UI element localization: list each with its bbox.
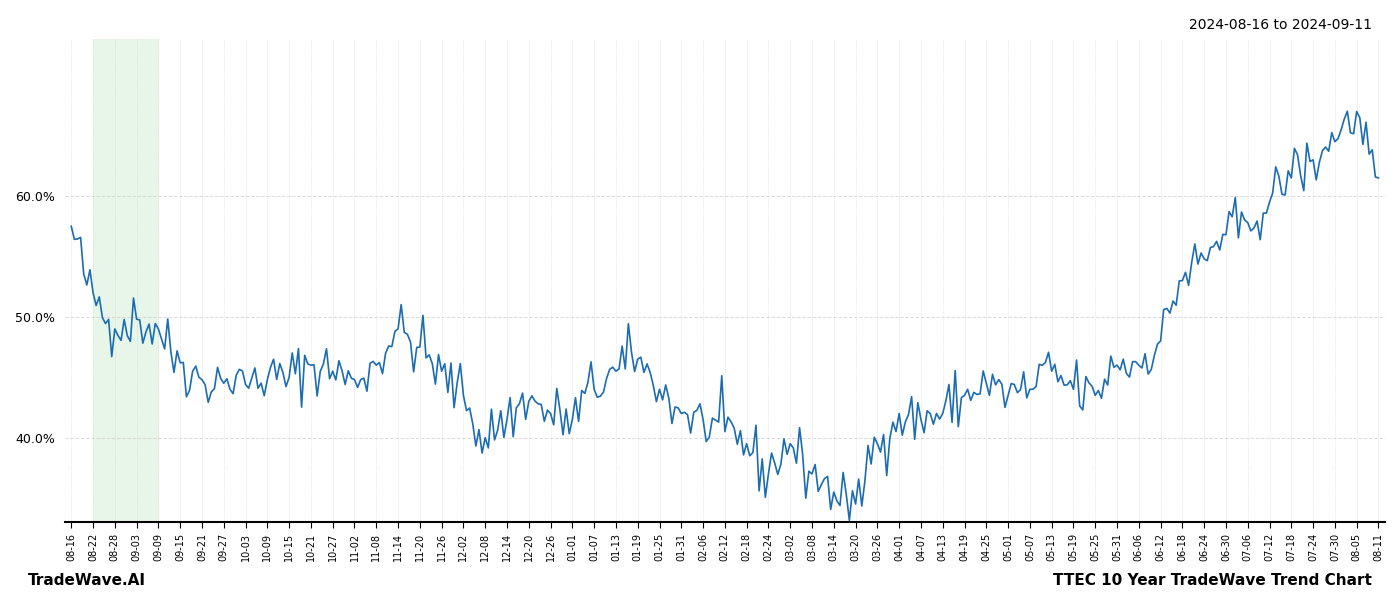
Text: TradeWave.AI: TradeWave.AI (28, 573, 146, 588)
Text: TTEC 10 Year TradeWave Trend Chart: TTEC 10 Year TradeWave Trend Chart (1053, 573, 1372, 588)
Text: 2024-08-16 to 2024-09-11: 2024-08-16 to 2024-09-11 (1189, 18, 1372, 32)
Bar (92, 39, 158, 522)
